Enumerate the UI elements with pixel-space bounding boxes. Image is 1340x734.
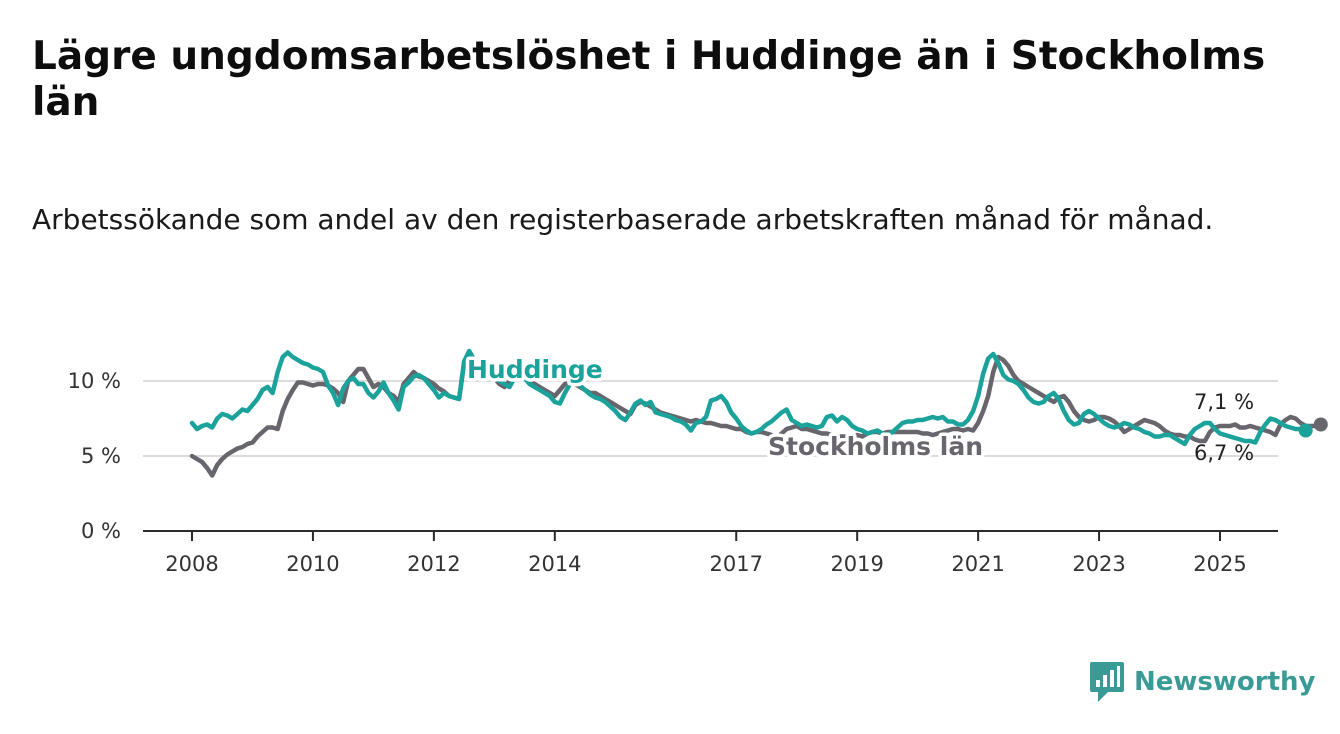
end-value-stockholms-lan: 7,1 % bbox=[1194, 390, 1254, 414]
x-tick-label: 2010 bbox=[286, 552, 339, 576]
x-tick-label: 2025 bbox=[1193, 552, 1246, 576]
y-tick-label: 10 % bbox=[68, 369, 121, 393]
series-line-stockholms-l-n bbox=[189, 351, 1324, 478]
end-point-huddinge bbox=[1298, 423, 1313, 438]
x-tick-label: 2017 bbox=[710, 552, 763, 576]
end-value-huddinge: 6,7 % bbox=[1194, 441, 1254, 465]
gridlines bbox=[143, 380, 1278, 457]
x-tick-label: 2014 bbox=[528, 552, 581, 576]
end-point-stockholms-l-n bbox=[1313, 417, 1328, 432]
chart-subtitle: Arbetssökande som andel av den registerb… bbox=[32, 203, 1214, 236]
series-label-stockholms-lan: Stockholms län bbox=[768, 432, 983, 461]
y-axis-ticks: 0 % 5 % 10 % bbox=[68, 369, 121, 543]
x-tick-label: 2023 bbox=[1072, 552, 1125, 576]
brand-logo: Newsworthy bbox=[1088, 660, 1315, 704]
y-tick-label: 0 % bbox=[81, 519, 121, 543]
series-labels: Huddinge Stockholms län 7,1 % 6,7 % bbox=[464, 352, 1255, 466]
x-tick-label: 2008 bbox=[165, 552, 218, 576]
chart-title: Lägre ungdomsarbetslöshet i Huddinge än … bbox=[32, 34, 1266, 125]
series-label-huddinge: Huddinge bbox=[467, 355, 603, 384]
brand-name: Newsworthy bbox=[1134, 667, 1316, 697]
y-tick-label: 5 % bbox=[81, 444, 121, 468]
series-lines bbox=[189, 348, 1328, 478]
bar-chart-badge-icon bbox=[1090, 662, 1124, 702]
x-tick-label: 2019 bbox=[830, 552, 883, 576]
series-line-huddinge bbox=[189, 348, 1308, 447]
x-axis-ticks: 2008 2010 2012 2014 2017 2019 2021 2023 2025 bbox=[165, 531, 1247, 576]
x-tick-label: 2012 bbox=[407, 552, 460, 576]
x-tick-label: 2021 bbox=[951, 552, 1004, 576]
